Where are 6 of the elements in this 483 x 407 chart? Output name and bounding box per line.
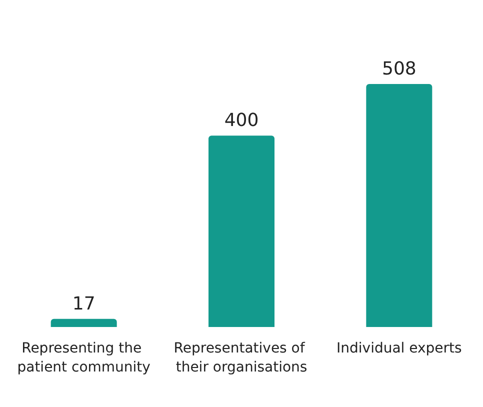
x-tick-label: Representatives of their organisations (174, 340, 310, 376)
data-label: 17 (72, 293, 96, 314)
data-label: 400 (224, 110, 259, 132)
x-tick-label: Representing the patient community (17, 340, 150, 376)
data-label: 508 (382, 58, 416, 80)
x-tick-label: Individual experts (336, 340, 462, 356)
